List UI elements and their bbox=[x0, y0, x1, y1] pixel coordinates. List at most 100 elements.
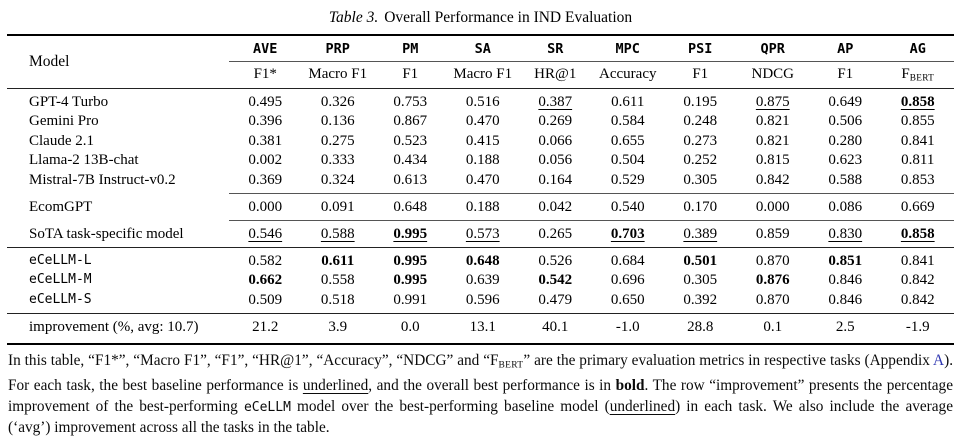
value-cell: 0.369 bbox=[229, 169, 302, 195]
table-row: Mistral-7B Instruct-v0.2 0.369 0.324 0.613 0… bbox=[7, 169, 954, 195]
caption-text: ). For each task, the best baseline perf… bbox=[8, 352, 954, 395]
value-cell: 0.542 bbox=[538, 272, 573, 289]
value-cell: 0.540 bbox=[591, 193, 664, 222]
value-cell: 0.305 bbox=[664, 169, 737, 195]
value-cell: 0.523 bbox=[393, 132, 428, 149]
value-cell: 0.000 bbox=[736, 193, 809, 222]
value-cell: 0.136 bbox=[320, 113, 355, 130]
value-cell: 0.558 bbox=[320, 272, 355, 289]
value-cell: 0.855 bbox=[900, 113, 935, 130]
task-header: SR bbox=[519, 35, 592, 62]
value-cell: 0.830 bbox=[809, 220, 882, 249]
table-row: Claude 2.1 0.381 0.275 0.523 0.415 0.066 0.655… bbox=[7, 131, 954, 151]
value-cell: 0.0 bbox=[400, 318, 420, 335]
value-cell: 0.846 bbox=[828, 272, 863, 289]
model-cell: Claude 2.1 bbox=[29, 132, 94, 149]
value-cell: 0.588 bbox=[301, 220, 374, 249]
table-number: Table 3. bbox=[328, 9, 379, 26]
value-cell: 0.846 bbox=[809, 289, 882, 315]
value-cell: 0.842 bbox=[900, 272, 935, 289]
value-cell: 28.8 bbox=[687, 318, 714, 335]
value-cell: 0.324 bbox=[301, 169, 374, 195]
value-cell: 0.648 bbox=[465, 252, 500, 269]
task-header: SA bbox=[446, 35, 519, 62]
value-cell: 0.870 bbox=[736, 289, 809, 315]
value-cell: 0.495 bbox=[248, 93, 283, 110]
caption-text: underlined bbox=[609, 397, 676, 415]
value-cell: 0.066 bbox=[538, 132, 573, 149]
value-cell: 0.526 bbox=[538, 252, 573, 269]
value-cell: 0.248 bbox=[683, 113, 718, 130]
task-header: PRP bbox=[301, 35, 374, 62]
value-cell: 0.853 bbox=[881, 169, 954, 195]
caption-text: ) in each task. We also include the aver… bbox=[8, 397, 953, 437]
metric-header: Accuracy bbox=[591, 61, 664, 90]
task-header: AP bbox=[809, 35, 882, 62]
value-cell: 0.648 bbox=[374, 193, 447, 222]
value-cell: 0.506 bbox=[828, 113, 863, 130]
table-row: Gemini Pro 0.396 0.136 0.867 0.470 0.269 0.584… bbox=[7, 111, 954, 131]
model-cell: eCeLLM-M bbox=[29, 272, 92, 288]
value-cell: 0.649 bbox=[828, 93, 863, 110]
metric-header: HR@1 bbox=[519, 61, 592, 90]
value-cell: 0.870 bbox=[755, 252, 790, 269]
value-cell: 0.842 bbox=[881, 289, 954, 315]
value-cell: 0.875 bbox=[755, 93, 790, 110]
value-cell: 0.387 bbox=[538, 93, 573, 110]
value-cell: 0.164 bbox=[519, 169, 592, 195]
value-cell: 0.573 bbox=[446, 220, 519, 249]
table-title: Table 3. Overall Performance in IND Evalu… bbox=[0, 0, 961, 34]
value-cell: 0.396 bbox=[248, 113, 283, 130]
value-cell: 0.002 bbox=[248, 152, 283, 169]
value-cell: 0.504 bbox=[610, 152, 645, 169]
metric-subscript: BERT bbox=[909, 73, 935, 84]
value-cell: 13.1 bbox=[469, 318, 496, 335]
value-cell: 0.086 bbox=[809, 193, 882, 222]
value-cell: 0.434 bbox=[393, 152, 428, 169]
caption-text: . The row “improvement” presents the per… bbox=[8, 377, 953, 415]
value-cell: 0.170 bbox=[664, 193, 737, 222]
value-cell: 0.611 bbox=[611, 93, 645, 110]
value-cell: 2.5 bbox=[835, 318, 855, 335]
task-header: PSI bbox=[664, 35, 737, 62]
value-cell: 0.995 bbox=[393, 272, 428, 289]
value-cell: 0.529 bbox=[591, 169, 664, 195]
caption-text: eCeLLM bbox=[243, 399, 291, 415]
value-cell: 0.815 bbox=[755, 152, 790, 169]
caption-text: underlined bbox=[302, 377, 369, 395]
value-cell: 0.841 bbox=[900, 132, 935, 149]
value-cell: 0.588 bbox=[809, 169, 882, 195]
table-row: improvement (%, avg: 10.7) 21.2 3.9 0.0 13.1… bbox=[7, 314, 954, 345]
value-cell: 0.273 bbox=[683, 132, 718, 149]
value-cell: 0.275 bbox=[320, 132, 355, 149]
metric-header: F1 bbox=[809, 61, 882, 90]
value-cell: 0.389 bbox=[664, 220, 737, 249]
value-cell: 0.470 bbox=[465, 113, 500, 130]
value-cell: 0.188 bbox=[465, 152, 500, 169]
row-group: SoTA task-specific model 0.546 0.588 0.995 0… bbox=[7, 220, 954, 249]
value-cell: 0.867 bbox=[393, 113, 428, 130]
value-cell: 0.662 bbox=[248, 272, 283, 289]
model-cell: improvement (%, avg: 10.7) bbox=[29, 318, 199, 335]
value-cell: 0.584 bbox=[610, 113, 645, 130]
caption-text: model over the best-performing baseline … bbox=[290, 397, 610, 415]
metric-header: Macro F1 bbox=[301, 61, 374, 90]
value-cell: 0.381 bbox=[248, 132, 283, 149]
metric-header-row: F1* Macro F1 F1 Macro F1 HR@1 Accuracy F1 NDCG F… bbox=[7, 61, 954, 90]
model-cell: eCeLLM-S bbox=[7, 289, 229, 315]
task-header: AVE bbox=[229, 35, 302, 62]
appendix-link[interactable]: A bbox=[933, 352, 945, 370]
task-header: PM bbox=[374, 35, 447, 62]
value-cell: 0.995 bbox=[374, 220, 447, 249]
value-cell: 21.2 bbox=[252, 318, 279, 335]
value-cell: 0.000 bbox=[229, 193, 302, 222]
value-cell: 0.669 bbox=[881, 193, 954, 222]
value-cell: 0.596 bbox=[446, 289, 519, 315]
value-cell: 0.546 bbox=[229, 220, 302, 249]
value-cell: 0.056 bbox=[538, 152, 573, 169]
caption-text: In this table, “F1*”, “Macro F1”, “F1”, … bbox=[8, 352, 499, 370]
table-row: eCeLLM-L 0.582 0.611 0.995 0.648 0.526 0.684 0.… bbox=[7, 248, 954, 271]
results-table: Model AVE PRP PM SA SR MPC PSI QPR AP AG F1* Macro F… bbox=[7, 34, 954, 346]
value-cell: 0.188 bbox=[446, 193, 519, 222]
value-cell: 0.991 bbox=[374, 289, 447, 315]
